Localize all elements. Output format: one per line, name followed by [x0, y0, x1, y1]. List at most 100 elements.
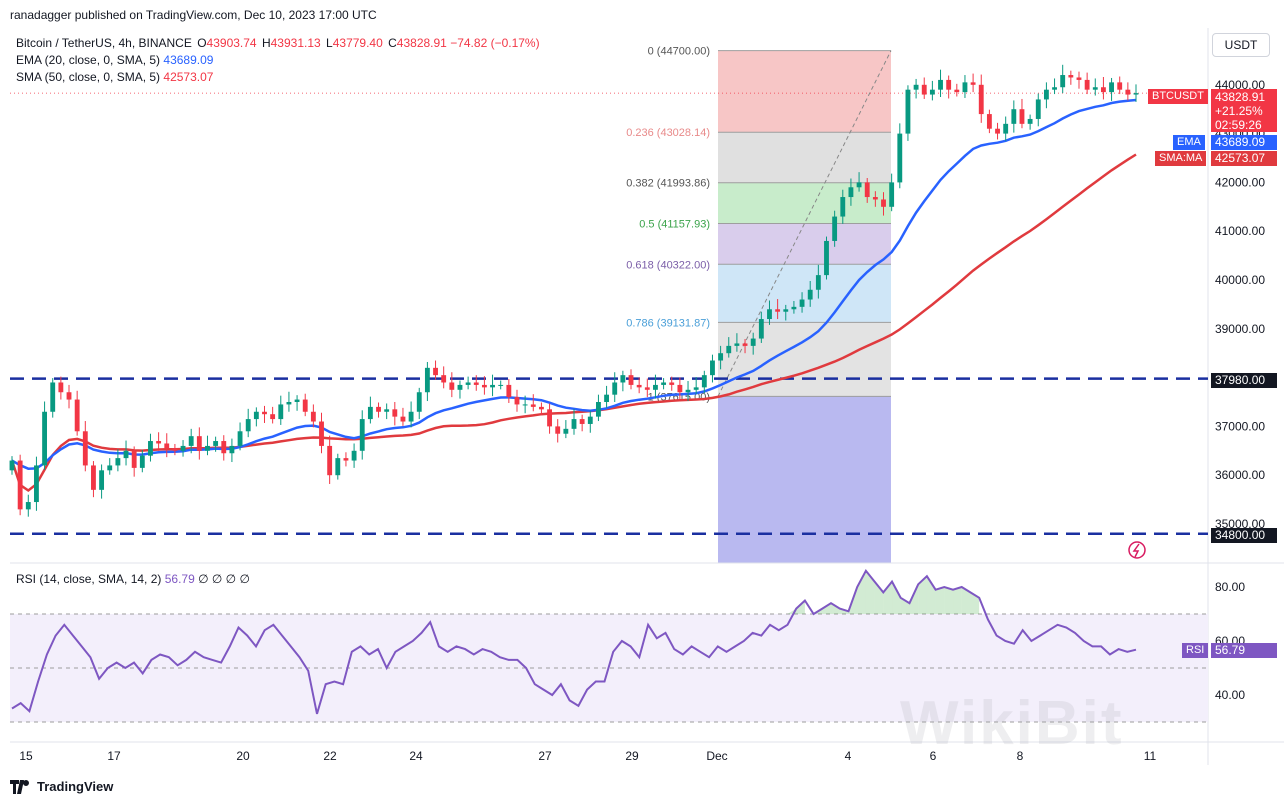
candle-body — [58, 382, 64, 393]
candle-body — [970, 82, 976, 85]
candle-body — [262, 411, 267, 415]
fib-label: 0.786 (39131.87) — [626, 317, 710, 329]
candle-body — [710, 360, 715, 376]
candle-body — [205, 445, 210, 451]
alert-icon — [1128, 541, 1146, 559]
candle-body — [1084, 79, 1090, 90]
ohlc-open-label: O — [197, 36, 207, 50]
time-tick-label: 24 — [409, 749, 423, 763]
candle-body — [864, 182, 870, 198]
candle-body — [644, 387, 650, 390]
candle-body — [253, 411, 259, 420]
fibonacci-retracement[interactable]: 0 (44700.00) 0.236 (43028.14) 0.382 (41993… — [626, 46, 892, 563]
candle-body — [750, 338, 756, 346]
candle-body — [522, 404, 528, 406]
candle-body — [881, 199, 886, 207]
rsi-pane[interactable] — [10, 568, 1208, 723]
candle-body — [538, 406, 544, 410]
ohlc-open: 43903.74 — [206, 36, 257, 50]
fib-zone — [718, 264, 891, 323]
candle-body — [1100, 87, 1106, 93]
candle-body — [1043, 89, 1049, 100]
candle-body — [319, 421, 324, 446]
candle-body — [473, 382, 479, 385]
candle-body — [628, 375, 634, 385]
candle-body — [620, 375, 626, 383]
rsi-legend-value: 56.79 — [164, 572, 195, 586]
candle-body — [107, 465, 113, 471]
candle-body — [34, 465, 39, 503]
candle-body — [978, 84, 984, 115]
candle-body — [587, 416, 593, 424]
candle-body — [384, 409, 390, 412]
candle-body — [758, 319, 764, 339]
time-tick-label: 15 — [19, 749, 33, 763]
sma-line — [10, 153, 1137, 493]
candle-body — [1109, 82, 1114, 93]
candle-body — [1076, 77, 1082, 80]
sma-legend-label[interactable]: SMA (50, close, 0, SMA, 5) — [16, 70, 161, 84]
candle-body — [604, 394, 610, 402]
fib-label: 0 (44700.00) — [648, 46, 710, 58]
sma-axis-value: 42573.07 — [1211, 151, 1277, 166]
candle-body — [1035, 99, 1041, 119]
price-tick-label: 35000.00 — [1215, 517, 1265, 531]
candle-body — [278, 404, 284, 420]
price-tick-label: 44000.00 — [1215, 78, 1265, 92]
tradingview-logo-icon — [10, 779, 29, 794]
candle-body — [547, 409, 552, 427]
fib-label: 0.236 (43028.14) — [626, 127, 710, 139]
horizontal-levels[interactable] — [10, 92, 1208, 536]
candle-body — [123, 450, 129, 459]
rsi-legend-label[interactable]: RSI (14, close, SMA, 14, 2) — [16, 572, 162, 586]
candle-body — [457, 384, 463, 390]
ohlc-high: 43931.13 — [270, 36, 321, 50]
candle-body — [938, 79, 943, 90]
candle-body — [1068, 75, 1074, 78]
rsi-overbought-fill — [874, 581, 884, 614]
last-price: 43828.91 — [1215, 90, 1266, 104]
candle-body — [1011, 109, 1017, 124]
rsi-line — [11, 568, 1137, 715]
fib-zone-extension — [718, 396, 891, 563]
candle-body — [856, 182, 862, 188]
candle-body — [221, 441, 227, 454]
candle-body — [335, 458, 341, 476]
time-tick-label: 20 — [236, 749, 250, 763]
candle-body — [677, 384, 683, 393]
candle-body — [571, 419, 577, 429]
rsi-overbought-fill — [857, 570, 866, 614]
candle-body — [913, 84, 919, 90]
candle-body — [718, 353, 724, 361]
support-high-tag: 37980.00 — [1211, 373, 1277, 388]
candle-body — [327, 445, 333, 476]
candle-body — [1117, 82, 1123, 90]
candle-body — [661, 382, 667, 385]
candle-body — [962, 82, 968, 93]
rsi-overbought-fill — [935, 587, 945, 614]
alert-bolt-icon — [1132, 543, 1140, 558]
candle-body — [213, 441, 219, 446]
candle-body — [799, 299, 805, 307]
rsi-axis-label: RSI — [1182, 643, 1209, 658]
candle-body — [229, 445, 235, 454]
ema-legend-value: 43689.09 — [163, 53, 214, 67]
rsi-overbought-fill — [822, 603, 832, 614]
price-tick-label: 41000.00 — [1215, 224, 1265, 238]
candle-body — [1060, 75, 1066, 88]
fib-label: 0.382 (41993.86) — [626, 178, 710, 190]
ema-legend-label[interactable]: EMA (20, close, 0, SMA, 5) — [16, 53, 161, 67]
candle-body — [995, 128, 1000, 134]
currency-selector[interactable]: USDT — [1212, 33, 1270, 57]
fib-zone — [718, 132, 891, 183]
price-tick-label: 40000.00 — [1215, 273, 1265, 287]
ohlc-change: −74.82 (−0.17%) — [450, 36, 540, 50]
candle-body — [742, 343, 748, 346]
candle-body — [653, 384, 658, 390]
candle-body — [156, 441, 162, 444]
symbol-title[interactable]: Bitcoin / TetherUS, 4h, BINANCE — [16, 36, 192, 50]
candle-body — [82, 431, 88, 466]
candle-body — [555, 426, 561, 434]
ema-axis-label: EMA — [1173, 135, 1205, 150]
